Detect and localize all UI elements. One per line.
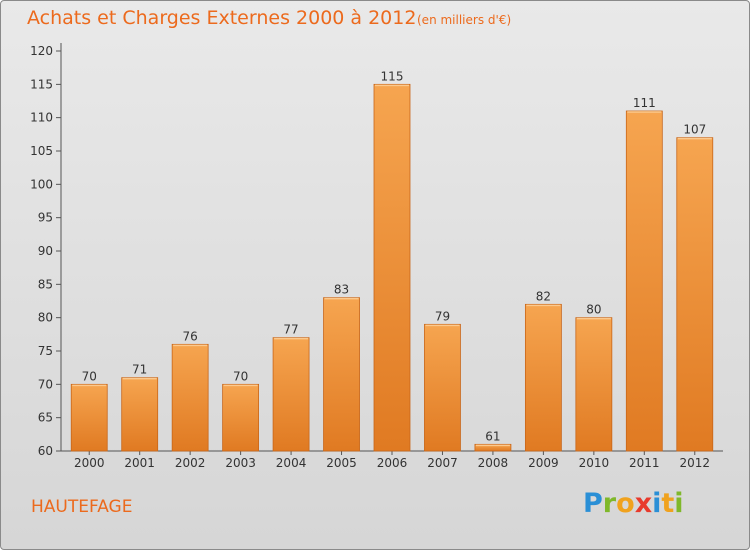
bar-2004 <box>272 337 310 452</box>
data-label-2010: 80 <box>586 303 601 317</box>
y-tick-label: 105 <box>30 144 53 158</box>
x-tick-label-2006: 2006 <box>377 456 408 470</box>
x-tick-label-2012: 2012 <box>679 456 710 470</box>
data-label-2006: 115 <box>381 69 404 83</box>
labels: 70 2000 71 2001 76 2002 70 2003 77 2004 83 2005 115 2… <box>74 69 710 470</box>
logo-letter: i <box>652 488 662 519</box>
data-label-2000: 70 <box>82 369 97 383</box>
y-tick-label: 95 <box>38 211 53 225</box>
x-tick-label-2000: 2000 <box>74 456 105 470</box>
chart-subtitle: (en milliers d'€) <box>417 13 512 27</box>
bar-2000 <box>70 383 108 452</box>
x-tick-label-2007: 2007 <box>427 456 458 470</box>
bar-2003 <box>222 383 260 452</box>
bar-2009 <box>524 303 562 452</box>
x-tick-label-2003: 2003 <box>225 456 256 470</box>
data-label-2003: 70 <box>233 369 248 383</box>
bar-2010 <box>575 317 613 452</box>
y-tick-label: 60 <box>38 444 53 458</box>
bar-2002 <box>171 343 209 452</box>
logo-letter: o <box>616 488 635 519</box>
bar-2012 <box>676 137 714 452</box>
bar-2001 <box>121 377 159 452</box>
x-tick-label-2010: 2010 <box>579 456 610 470</box>
y-tick-label: 75 <box>38 344 53 358</box>
y-tick-label: 80 <box>38 311 53 325</box>
data-label-2001: 71 <box>132 363 147 377</box>
y-tick-label: 110 <box>30 111 53 125</box>
logo-letter: t <box>661 488 675 519</box>
y-tick-label: 100 <box>30 177 53 191</box>
x-tick-label-2005: 2005 <box>326 456 357 470</box>
bar-2007 <box>424 323 461 452</box>
y-tick-label: 115 <box>30 77 53 91</box>
x-tick-label-2008: 2008 <box>478 456 509 470</box>
logo-letter: r <box>602 488 617 519</box>
x-tick-label-2001: 2001 <box>124 456 155 470</box>
x-tick-label-2011: 2011 <box>629 456 660 470</box>
bars <box>70 83 714 452</box>
data-label-2011: 111 <box>633 96 656 110</box>
x-tick-label-2004: 2004 <box>276 456 307 470</box>
logo-letter: i <box>674 488 684 519</box>
y-tick-label: 85 <box>38 277 53 291</box>
proxiti-logo[interactable]: Proxiti <box>583 488 684 519</box>
data-label-2002: 76 <box>183 329 198 343</box>
x-tick-label-2009: 2009 <box>528 456 559 470</box>
chart-title: Achats et Charges Externes 2000 à 2012 <box>27 7 417 29</box>
bar-2008 <box>474 443 512 452</box>
y-tick-label: 120 <box>30 44 53 58</box>
y-tick-label: 90 <box>38 244 53 258</box>
axes: 60 65 70 75 80 85 90 95 100 105 110 115 120 <box>30 43 723 458</box>
data-label-2004: 77 <box>283 323 298 337</box>
logo-letter: P <box>583 488 603 519</box>
data-label-2008: 61 <box>485 429 500 443</box>
data-label-2007: 79 <box>435 309 450 323</box>
data-label-2005: 83 <box>334 283 349 297</box>
bar-2005 <box>323 297 360 452</box>
y-tick-label: 65 <box>38 411 53 425</box>
x-tick-label-2002: 2002 <box>175 456 206 470</box>
data-label-2009: 82 <box>536 289 551 303</box>
data-label-2012: 107 <box>683 123 706 137</box>
bar-2011 <box>625 110 663 452</box>
place-name: HAUTEFAGE <box>31 497 133 517</box>
logo-letter: x <box>634 488 653 519</box>
y-tick-label: 70 <box>38 377 53 391</box>
bar-2006 <box>373 83 411 452</box>
